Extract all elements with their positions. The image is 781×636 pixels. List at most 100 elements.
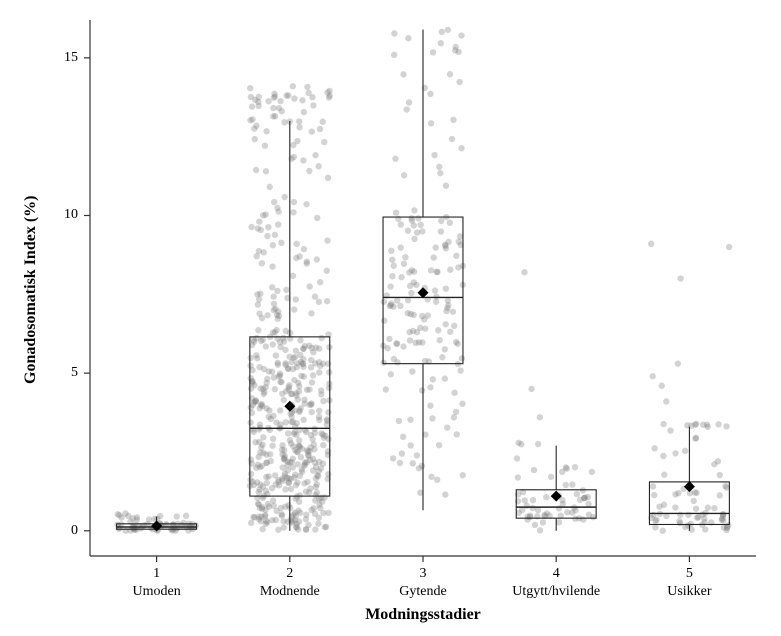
jitter-point xyxy=(295,396,301,402)
jitter-point xyxy=(405,228,411,234)
jitter-point xyxy=(590,514,596,520)
jitter-point xyxy=(325,436,331,442)
jitter-point xyxy=(386,336,392,342)
jitter-point xyxy=(264,376,270,382)
jitter-point xyxy=(303,429,309,435)
jitter-point xyxy=(419,228,425,234)
plot-svg xyxy=(0,0,781,636)
jitter-point xyxy=(447,267,453,273)
jitter-point xyxy=(437,337,443,343)
jitter-point xyxy=(249,379,255,385)
jitter-point xyxy=(183,513,189,519)
jitter-point xyxy=(277,371,283,377)
jitter-point xyxy=(311,505,317,511)
jitter-point xyxy=(430,376,436,382)
jitter-point xyxy=(262,513,268,519)
jitter-point xyxy=(257,505,263,511)
jitter-point xyxy=(270,113,276,119)
jitter-point xyxy=(296,118,302,124)
jitter-point xyxy=(443,183,449,189)
jitter-point xyxy=(281,194,287,200)
jitter-point xyxy=(406,99,412,105)
jitter-point xyxy=(270,341,276,347)
jitter-point xyxy=(537,527,543,533)
jitter-point xyxy=(320,398,326,404)
jitter-point xyxy=(306,489,312,495)
jitter-point xyxy=(308,310,314,316)
jitter-point xyxy=(310,349,316,355)
jitter-point xyxy=(720,517,726,523)
y-tick-label: 10 xyxy=(0,207,78,223)
jitter-point xyxy=(660,421,666,427)
jitter-point xyxy=(391,356,397,362)
jitter-point xyxy=(286,354,292,360)
jitter-point xyxy=(556,519,562,525)
jitter-point xyxy=(255,225,261,231)
jitter-point xyxy=(693,435,699,441)
jitter-point xyxy=(651,492,657,498)
jitter-point xyxy=(449,136,455,142)
jitter-point xyxy=(248,520,254,526)
jitter-point xyxy=(672,504,678,510)
jitter-point xyxy=(301,480,307,486)
jitter-point xyxy=(451,390,457,396)
jitter-point xyxy=(316,459,322,465)
jitter-point xyxy=(430,49,436,55)
jitter-point xyxy=(255,462,261,468)
jitter-point xyxy=(453,253,459,259)
jitter-point xyxy=(252,398,258,404)
jitter-point xyxy=(300,417,306,423)
jitter-point xyxy=(313,484,319,490)
jitter-point xyxy=(652,518,658,524)
jitter-point xyxy=(310,102,316,108)
jitter-point xyxy=(270,497,276,503)
jitter-point xyxy=(253,253,259,259)
jitter-point xyxy=(438,228,444,234)
jitter-point xyxy=(556,505,562,511)
jitter-point xyxy=(589,469,595,475)
jitter-point xyxy=(427,91,433,97)
jitter-point xyxy=(325,361,331,367)
jitter-point xyxy=(394,297,400,303)
jitter-point xyxy=(387,283,393,289)
jitter-point xyxy=(433,244,439,250)
jitter-point xyxy=(290,83,296,89)
jitter-point xyxy=(256,218,262,224)
jitter-point xyxy=(272,472,278,478)
jitter-point xyxy=(308,364,314,370)
jitter-point xyxy=(288,413,294,419)
jitter-point xyxy=(253,352,259,358)
jitter-point xyxy=(275,221,281,227)
jitter-point xyxy=(443,245,449,251)
jitter-point xyxy=(705,505,711,511)
jitter-point xyxy=(269,263,275,269)
jitter-point xyxy=(253,167,259,173)
jitter-point xyxy=(304,84,310,90)
jitter-point xyxy=(574,491,580,497)
jitter-point xyxy=(274,288,280,294)
jitter-point xyxy=(397,303,403,309)
jitter-point xyxy=(282,486,288,492)
jitter-point xyxy=(527,514,533,520)
jitter-point xyxy=(273,481,279,487)
jitter-point xyxy=(434,476,440,482)
jitter-point xyxy=(296,388,302,394)
jitter-point xyxy=(569,481,575,487)
jitter-point xyxy=(269,284,275,290)
jitter-point xyxy=(582,494,588,500)
jitter-point xyxy=(193,522,199,528)
jitter-point xyxy=(259,442,265,448)
jitter-point xyxy=(437,170,443,176)
jitter-point xyxy=(287,517,293,523)
jitter-point xyxy=(453,409,459,415)
jitter-point xyxy=(293,241,299,247)
jitter-point xyxy=(408,311,414,317)
jitter-point xyxy=(298,359,304,365)
jitter-point xyxy=(410,460,416,466)
jitter-point xyxy=(310,467,316,473)
jitter-point xyxy=(277,407,283,413)
jitter-point xyxy=(677,520,683,526)
jitter-point xyxy=(419,463,425,469)
jitter-point xyxy=(391,263,397,269)
jitter-point xyxy=(435,327,441,333)
